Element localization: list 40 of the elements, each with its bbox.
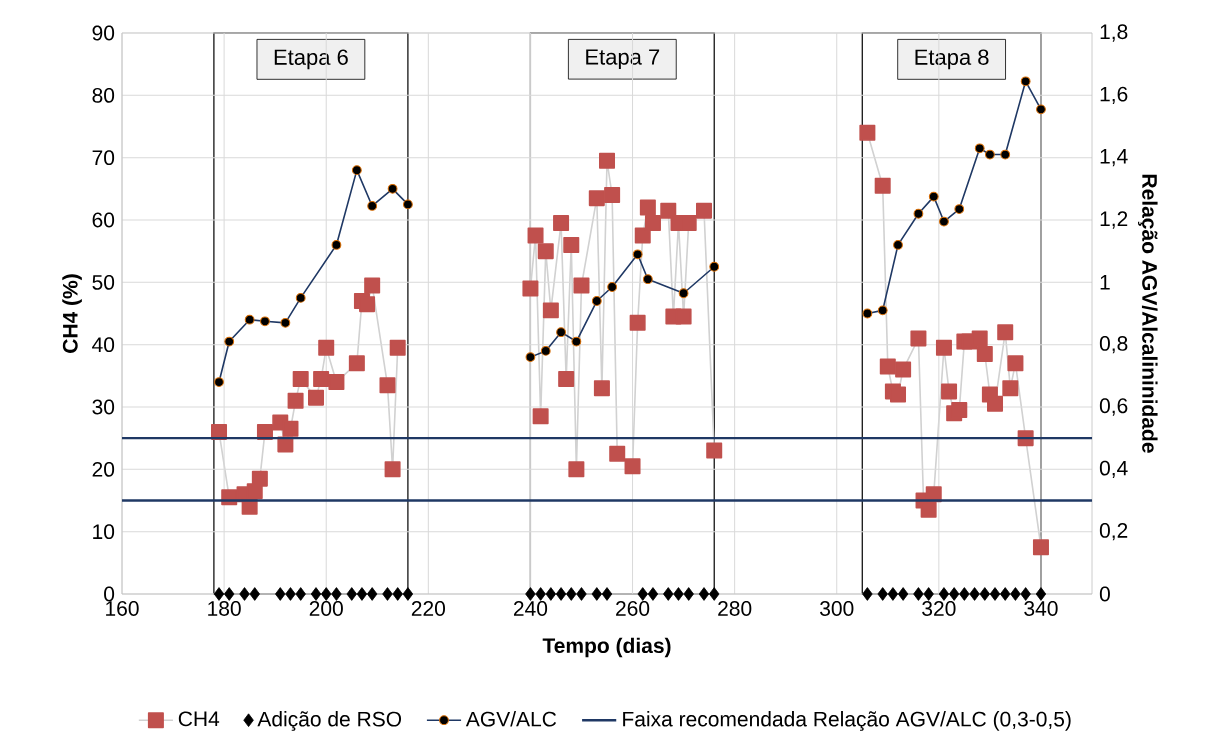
- y-tick-label: 80: [92, 87, 115, 103]
- y-tick-label: 70: [92, 150, 115, 166]
- legend-label: Faixa recomendada Relação AGV/ALC (0,3-0,5): [623, 711, 1071, 731]
- x-tick-label: 320: [922, 601, 956, 616]
- legend-label: CH4: [178, 711, 220, 727]
- x-tick-label: 260: [616, 601, 650, 616]
- x-tick-label: 200: [309, 601, 343, 616]
- y2-axis-title: Relação AGV/Alcalininidade: [1138, 174, 1158, 453]
- y2-tick-label: 1,8: [1100, 24, 1128, 42]
- x-tick-label: 280: [718, 601, 752, 616]
- y-axis-title: CH4 (%): [62, 274, 82, 353]
- y2-tick-label: 1,4: [1100, 149, 1128, 167]
- y-tick-label: 10: [93, 524, 115, 540]
- x-tick-label: 220: [411, 601, 446, 616]
- y-tick-label: 60: [92, 212, 115, 228]
- y-tick-label: 50: [92, 274, 115, 290]
- y2-tick-label: 1,6: [1100, 86, 1128, 105]
- y-tick-label: 90: [92, 25, 115, 41]
- band-label: Etapa 6: [274, 49, 348, 70]
- x-tick-label: 180: [208, 601, 241, 616]
- y2-tick-label: 0,8: [1099, 336, 1128, 354]
- band-label: Etapa 8: [915, 49, 989, 70]
- legend-label: Adição de RSO: [257, 711, 402, 731]
- y2-tick-label: 0,2: [1099, 522, 1128, 541]
- x-tick-label: 340: [1024, 601, 1058, 616]
- y2-tick-label: 1,2: [1100, 211, 1128, 229]
- y-tick-label: 30: [92, 399, 115, 415]
- x-tick-label: 160: [106, 601, 139, 616]
- legend-label: AGV/ALC: [465, 711, 557, 727]
- y2-tick-label: 0,6: [1099, 398, 1128, 416]
- y-tick-label: 40: [92, 337, 115, 353]
- x-tick-label: 300: [820, 601, 854, 616]
- y-tick-label: 20: [92, 461, 115, 477]
- band-label: Etapa 7: [586, 49, 660, 70]
- x-tick-label: 240: [513, 601, 548, 616]
- y2-tick-label: 0,4: [1099, 460, 1128, 479]
- y2-tick-label: 1: [1100, 275, 1110, 290]
- x-axis-title: Tempo (dias): [542, 637, 671, 658]
- y-tick-label: 0: [104, 586, 115, 602]
- y2-tick-label: 0: [1099, 586, 1110, 602]
